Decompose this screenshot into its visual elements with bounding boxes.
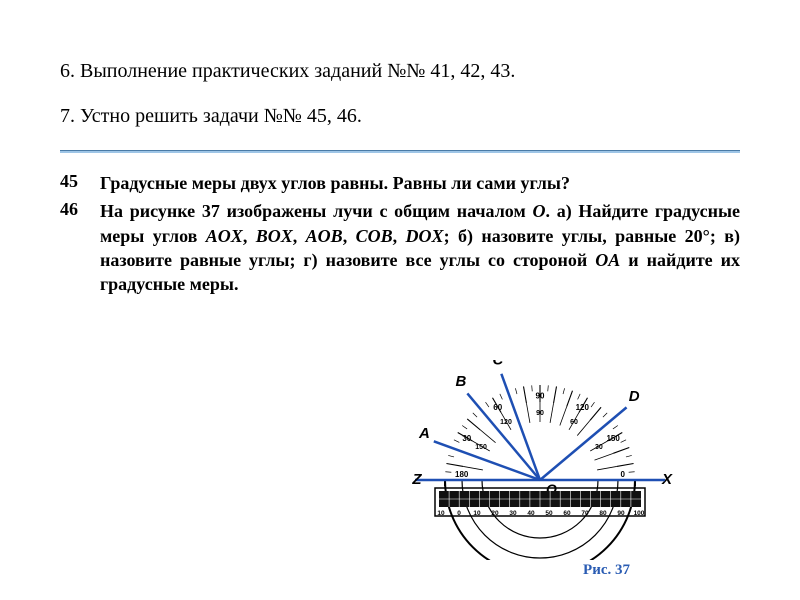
- svg-text:30: 30: [462, 434, 471, 443]
- svg-text:10: 10: [473, 510, 481, 517]
- svg-text:C: C: [493, 360, 505, 368]
- problem-45-text: Градусные меры двух углов равны. Равны л…: [100, 171, 740, 195]
- svg-text:40: 40: [527, 510, 535, 517]
- svg-text:90: 90: [536, 392, 545, 401]
- svg-text:180: 180: [455, 470, 469, 479]
- svg-text:0: 0: [457, 510, 461, 517]
- svg-text:90: 90: [536, 410, 544, 417]
- svg-text:30: 30: [595, 444, 603, 451]
- svg-text:80: 80: [599, 510, 607, 517]
- svg-text:20: 20: [491, 510, 499, 517]
- svg-text:D: D: [629, 388, 640, 405]
- svg-text:60: 60: [493, 403, 502, 412]
- svg-text:150: 150: [606, 434, 620, 443]
- svg-text:70: 70: [581, 510, 589, 517]
- figure-37: 3060901201503060901201501800XABCDZO10010…: [400, 360, 680, 560]
- svg-text:60: 60: [570, 419, 578, 426]
- svg-text:120: 120: [500, 419, 512, 426]
- section-divider: [60, 150, 740, 153]
- svg-text:50: 50: [545, 510, 553, 517]
- svg-text:90: 90: [617, 510, 625, 517]
- svg-text:B: B: [456, 373, 467, 390]
- problem-46-number: 46: [60, 199, 100, 220]
- problem-46-text: На рисунке 37 изображены лучи с общим на…: [100, 199, 740, 296]
- task-line-7: 7. Устно решить задачи №№ 45, 46.: [60, 105, 740, 128]
- svg-text:30: 30: [509, 510, 517, 517]
- svg-text:120: 120: [576, 403, 590, 412]
- problem-45: 45 Градусные меры двух углов равны. Равн…: [60, 171, 740, 195]
- svg-text:A: A: [418, 425, 430, 442]
- svg-text:Z: Z: [411, 471, 422, 488]
- svg-text:100: 100: [634, 510, 645, 517]
- problems-block: 45 Градусные меры двух углов равны. Равн…: [60, 171, 740, 296]
- problem-46: 46 На рисунке 37 изображены лучи с общим…: [60, 199, 740, 296]
- figure-caption: Рис. 37: [583, 562, 630, 579]
- svg-text:0: 0: [621, 470, 626, 479]
- task-line-6: 6. Выполнение практических заданий №№ 41…: [60, 60, 740, 83]
- svg-text:60: 60: [563, 510, 571, 517]
- svg-text:150: 150: [475, 444, 487, 451]
- problem-45-number: 45: [60, 171, 100, 192]
- svg-text:10: 10: [437, 510, 445, 517]
